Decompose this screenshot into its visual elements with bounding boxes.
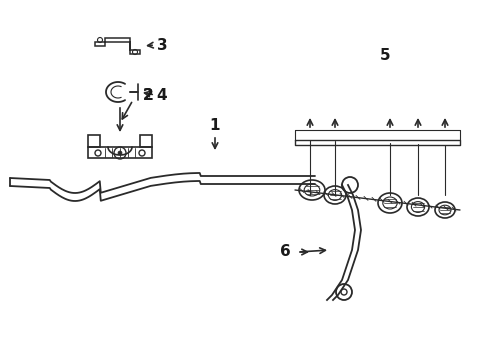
Text: 6: 6 xyxy=(280,244,291,260)
Text: 5: 5 xyxy=(380,48,391,63)
Text: 3: 3 xyxy=(157,37,167,53)
Text: 4: 4 xyxy=(157,87,167,103)
Text: 1: 1 xyxy=(210,117,220,132)
Circle shape xyxy=(118,151,122,155)
Text: 2: 2 xyxy=(143,87,153,103)
Text: 2: 2 xyxy=(143,87,153,103)
